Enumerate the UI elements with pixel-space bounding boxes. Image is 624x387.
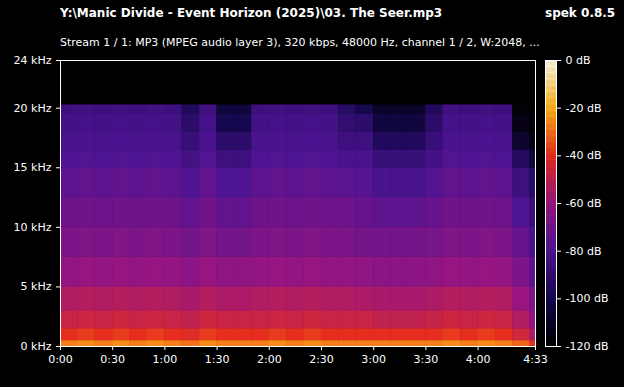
svg-text:-40 dB: -40 dB (566, 149, 602, 162)
html-text:Y:\Manic Divide - Event Horizo: Y:\Manic Divide - Event Horizon (2025)\0… (60, 6, 443, 20)
svg-text:-20 dB: -20 dB (566, 102, 602, 115)
svg-text:1:00: 1:00 (153, 353, 178, 366)
svg-text:1:30: 1:30 (205, 353, 230, 366)
html-text:Stream 1 / 1: MP3 (MPEG audio: Stream 1 / 1: MP3 (MPEG audio layer 3), … (60, 36, 540, 49)
svg-text:-60 dB: -60 dB (566, 197, 602, 210)
svg-text:-120 dB: -120 dB (566, 340, 609, 353)
svg-text:2:00: 2:00 (257, 353, 282, 366)
svg-text:0:30: 0:30 (100, 353, 125, 366)
svg-text:24 kHz: 24 kHz (14, 54, 52, 67)
svg-text:4:00: 4:00 (466, 353, 491, 366)
svg-text:20 kHz: 20 kHz (14, 102, 52, 115)
svg-text:2:30: 2:30 (309, 353, 334, 366)
svg-text:15 kHz: 15 kHz (14, 161, 52, 174)
svg-text:5 kHz: 5 kHz (21, 280, 52, 293)
svg-text:3:00: 3:00 (361, 353, 386, 366)
svg-text:0 dB: 0 dB (566, 54, 591, 67)
svg-text:0 kHz: 0 kHz (21, 340, 52, 353)
svg-text:10 kHz: 10 kHz (14, 221, 52, 234)
svg-text:3:30: 3:30 (414, 353, 439, 366)
svg-text:4:33: 4:33 (523, 353, 548, 366)
svg-text:-100 dB: -100 dB (566, 292, 609, 305)
svg-text:-80 dB: -80 dB (566, 245, 602, 258)
svg-text:0:00: 0:00 (48, 353, 73, 366)
html-text:spek 0.8.5: spek 0.8.5 (545, 6, 616, 20)
